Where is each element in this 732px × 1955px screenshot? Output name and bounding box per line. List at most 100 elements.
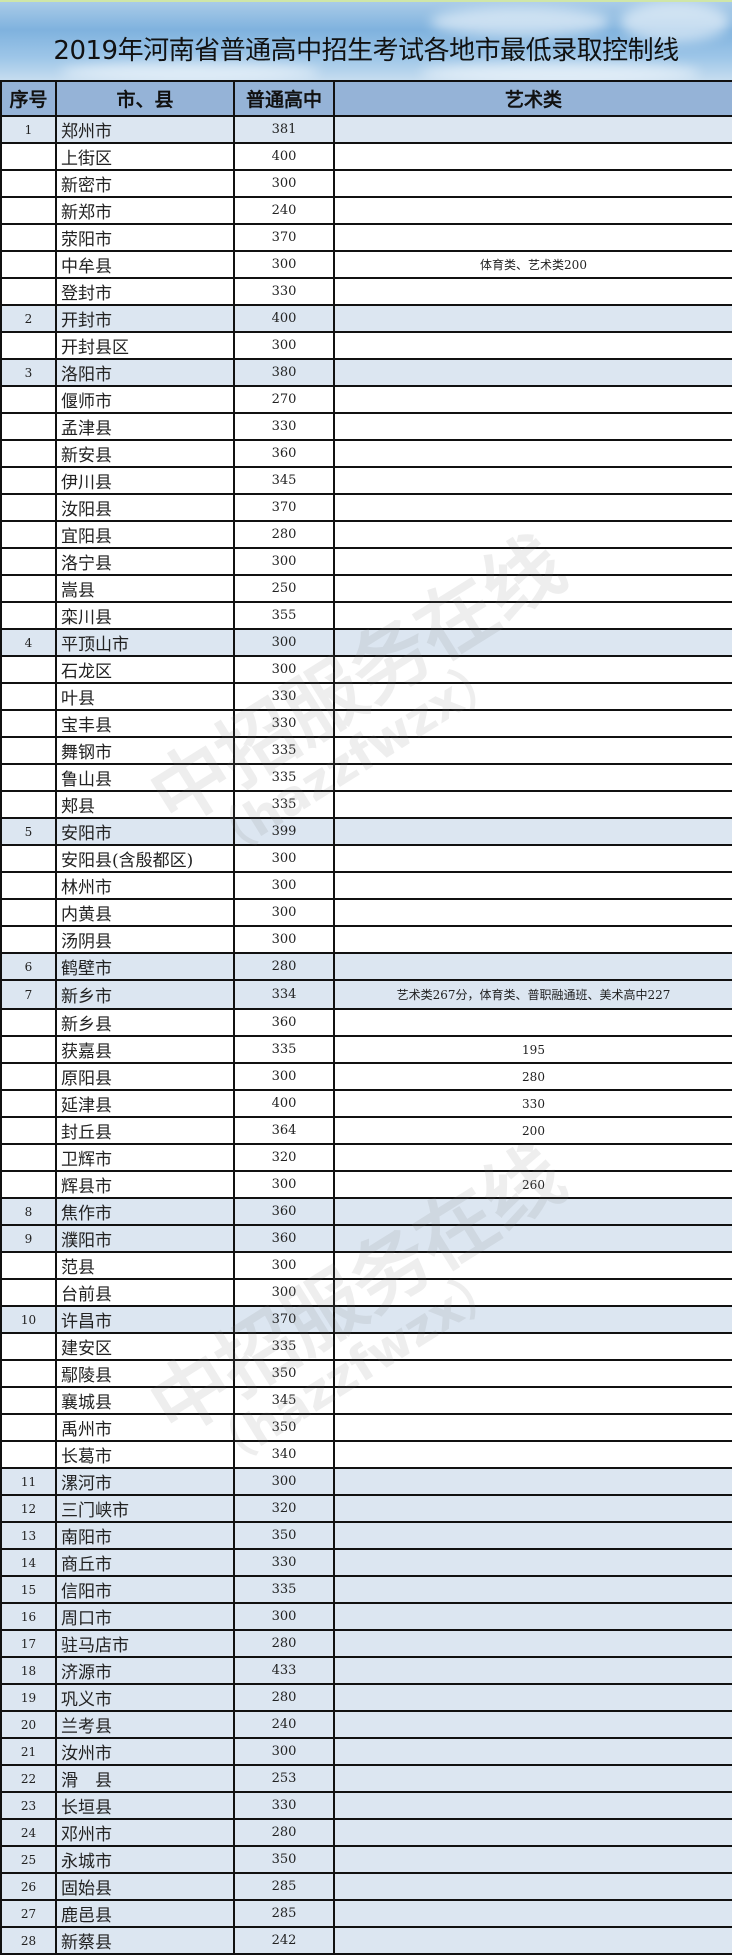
city-name: 焦作市 (55, 1197, 235, 1226)
art-cell (333, 1926, 732, 1955)
city-name: 开封市 (55, 304, 235, 333)
art-cell (333, 628, 732, 657)
art-cell (333, 1386, 732, 1415)
score-cell: 433 (233, 1656, 335, 1685)
table-row: 开封县区 300 (0, 331, 732, 360)
table-row: 原阳县 300 280 (0, 1062, 732, 1091)
row-number (0, 1089, 57, 1118)
art-cell (333, 466, 732, 495)
city-name: 上街区 (55, 142, 235, 171)
row-number: 27 (0, 1899, 57, 1928)
row-number (0, 925, 57, 954)
city-name: 荥阳市 (55, 223, 235, 252)
art-cell (333, 385, 732, 414)
city-name: 台前县 (55, 1278, 235, 1307)
row-number: 1 (0, 115, 57, 144)
table-row: 安阳县(含殷都区) 300 (0, 844, 732, 873)
art-cell (333, 142, 732, 171)
row-number: 23 (0, 1791, 57, 1820)
city-name: 漯河市 (55, 1467, 235, 1496)
table-row: 内黄县 300 (0, 898, 732, 927)
art-cell (333, 952, 732, 981)
city-name: 新密市 (55, 169, 235, 198)
score-cell: 300 (233, 655, 335, 684)
row-number (0, 466, 57, 495)
city-name: 汤阴县 (55, 925, 235, 954)
city-name: 济源市 (55, 1656, 235, 1685)
art-cell (333, 763, 732, 792)
row-number: 11 (0, 1467, 57, 1496)
score-cell: 345 (233, 466, 335, 495)
table-row: 洛宁县 300 (0, 547, 732, 576)
score-cell: 300 (233, 250, 335, 279)
score-cell: 400 (233, 142, 335, 171)
table-row: 栾川县 355 (0, 601, 732, 630)
row-number: 10 (0, 1305, 57, 1334)
row-number: 21 (0, 1737, 57, 1766)
score-cell: 350 (233, 1413, 335, 1442)
city-name: 安阳市 (55, 817, 235, 846)
city-name: 卫辉市 (55, 1143, 235, 1172)
art-cell (333, 1224, 732, 1253)
art-cell: 体育类、艺术类200 (333, 250, 732, 279)
score-cell: 335 (233, 763, 335, 792)
row-number (0, 601, 57, 630)
city-name: 鹿邑县 (55, 1899, 235, 1928)
art-cell (333, 1305, 732, 1334)
score-cell: 280 (233, 952, 335, 981)
art-cell (333, 898, 732, 927)
score-cell: 280 (233, 1818, 335, 1847)
art-cell (333, 736, 732, 765)
score-cell: 345 (233, 1386, 335, 1415)
row-number (0, 1143, 57, 1172)
city-name: 长葛市 (55, 1440, 235, 1469)
cloud-decoration (620, 2, 730, 42)
table-row: 2 开封市 400 (0, 304, 732, 333)
row-number (0, 1278, 57, 1307)
score-cell: 300 (233, 1602, 335, 1631)
table-row: 荥阳市 370 (0, 223, 732, 252)
row-number (0, 844, 57, 873)
city-name: 长垣县 (55, 1791, 235, 1820)
table-row: 叶县 330 (0, 682, 732, 711)
cloud-decoration (60, 62, 320, 82)
score-cell: 300 (233, 169, 335, 198)
table-row: 卫辉市 320 (0, 1143, 732, 1172)
art-cell: 330 (333, 1089, 732, 1118)
row-number (0, 277, 57, 306)
art-cell (333, 1872, 732, 1901)
score-cell: 360 (233, 439, 335, 468)
score-cell: 285 (233, 1899, 335, 1928)
score-cell: 242 (233, 1926, 335, 1955)
city-name: 舞钢市 (55, 736, 235, 765)
city-name: 新安县 (55, 439, 235, 468)
city-name: 辉县市 (55, 1170, 235, 1199)
city-name: 宜阳县 (55, 520, 235, 549)
city-name: 洛宁县 (55, 547, 235, 576)
score-cell: 300 (233, 1062, 335, 1091)
art-cell (333, 655, 732, 684)
row-number: 15 (0, 1575, 57, 1604)
score-cell: 300 (233, 331, 335, 360)
table-row: 林州市 300 (0, 871, 732, 900)
art-cell (333, 1845, 732, 1874)
city-name: 林州市 (55, 871, 235, 900)
score-cell: 370 (233, 1305, 335, 1334)
score-cell: 285 (233, 1872, 335, 1901)
art-cell (333, 1359, 732, 1388)
art-cell (333, 790, 732, 819)
row-number: 19 (0, 1683, 57, 1712)
city-name: 商丘市 (55, 1548, 235, 1577)
table-row: 9 濮阳市 360 (0, 1224, 732, 1253)
table-row: 宝丰县 330 (0, 709, 732, 738)
score-cell: 350 (233, 1521, 335, 1550)
row-number (0, 223, 57, 252)
art-cell: 260 (333, 1170, 732, 1199)
table-row: 襄城县 345 (0, 1386, 732, 1415)
city-name: 鹤壁市 (55, 952, 235, 981)
score-cell: 330 (233, 709, 335, 738)
art-cell (333, 223, 732, 252)
score-cell: 350 (233, 1359, 335, 1388)
cloud-decoration (420, 62, 700, 82)
city-name: 内黄县 (55, 898, 235, 927)
